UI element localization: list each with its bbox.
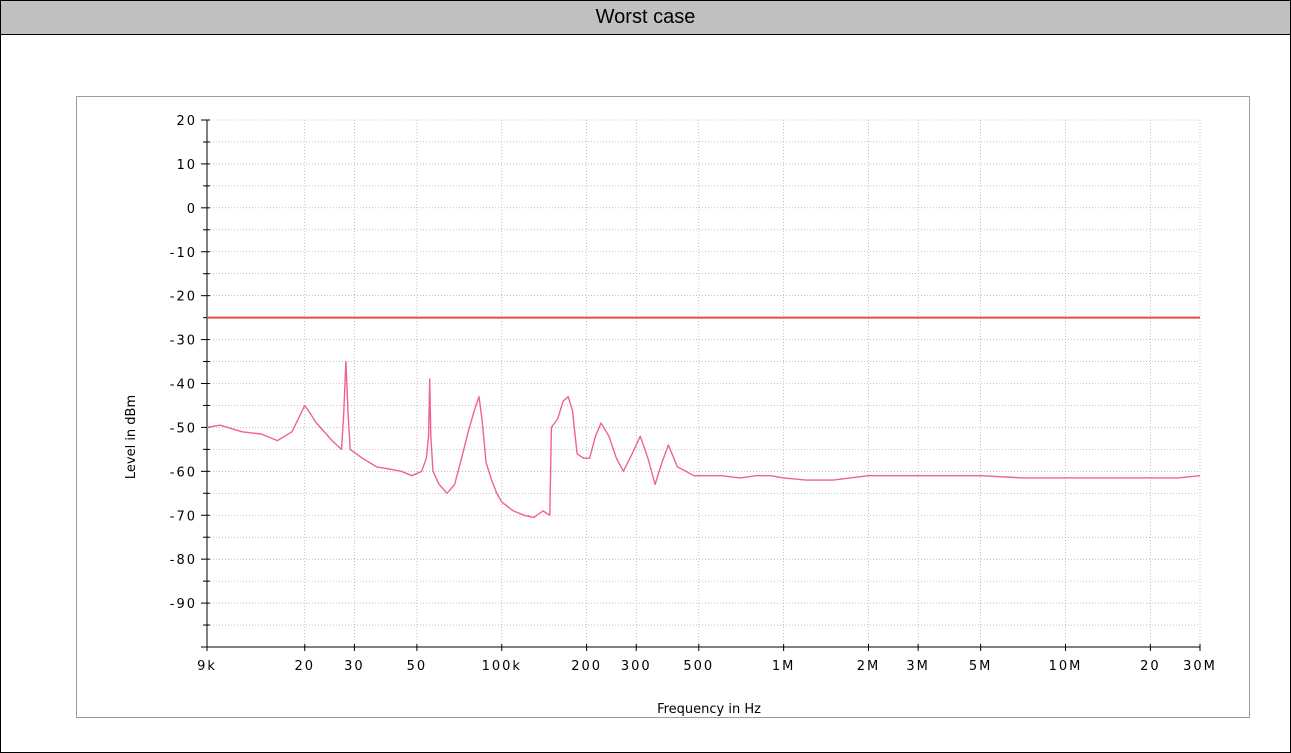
x-tick-label: 2M — [857, 659, 881, 674]
x-tick-label: 10M — [1049, 659, 1083, 674]
x-axis: 9k 20 30 50 100k 200 300 500 1M 2M 3M 5M 10M 20 30M — [197, 644, 1217, 674]
y-tick-label: -60 — [170, 465, 197, 480]
x-tick-label: 1M — [772, 659, 796, 674]
y-tick-label: -50 — [170, 421, 197, 436]
y-axis: 20 10 0 -10 -20 -30 -40 -50 -60 -70 -80 -90 — [170, 114, 210, 648]
x-tick-label: 500 — [683, 659, 714, 674]
y-tick-label: -40 — [170, 378, 197, 393]
chart-panel: 20 10 0 -10 -20 -30 -40 -50 -60 -70 -80 -90 9k 20 30 5… — [76, 96, 1250, 718]
x-tick-label: 20 — [294, 659, 315, 674]
x-tick-label: 100k — [482, 659, 522, 674]
y-tick-label: -20 — [170, 290, 197, 305]
spectrum-chart: 20 10 0 -10 -20 -30 -40 -50 -60 -70 -80 -90 9k 20 30 5… — [124, 114, 1217, 717]
y-tick-label: 0 — [187, 202, 197, 217]
x-axis-label: Frequency in Hz — [657, 702, 761, 717]
y-tick-label: 10 — [176, 158, 197, 173]
x-tick-label: 200 — [571, 659, 602, 674]
y-tick-label: -30 — [170, 334, 197, 349]
x-tick-label: 5M — [969, 659, 993, 674]
x-tick-label: 3M — [906, 659, 930, 674]
y-tick-label: -90 — [170, 597, 197, 612]
x-tick-label: 30M — [1183, 659, 1217, 674]
y-tick-label: -80 — [170, 553, 197, 568]
measurement-trace — [206, 360, 1201, 519]
x-tick-label: 30 — [344, 659, 365, 674]
x-tick-label: 50 — [407, 659, 428, 674]
x-tick-label: 300 — [621, 659, 652, 674]
y-tick-label: 20 — [176, 114, 197, 129]
y-tick-label: -10 — [170, 246, 197, 261]
report-header: Worst case — [1, 1, 1290, 35]
grid — [206, 119, 1201, 648]
y-axis-label: Level in dBm — [124, 395, 139, 479]
report-title: Worst case — [595, 6, 696, 28]
series-layer — [206, 316, 1201, 519]
x-tick-label: 9k — [197, 659, 217, 674]
y-tick-label: -70 — [170, 509, 197, 524]
x-tick-label: 20 — [1140, 659, 1161, 674]
